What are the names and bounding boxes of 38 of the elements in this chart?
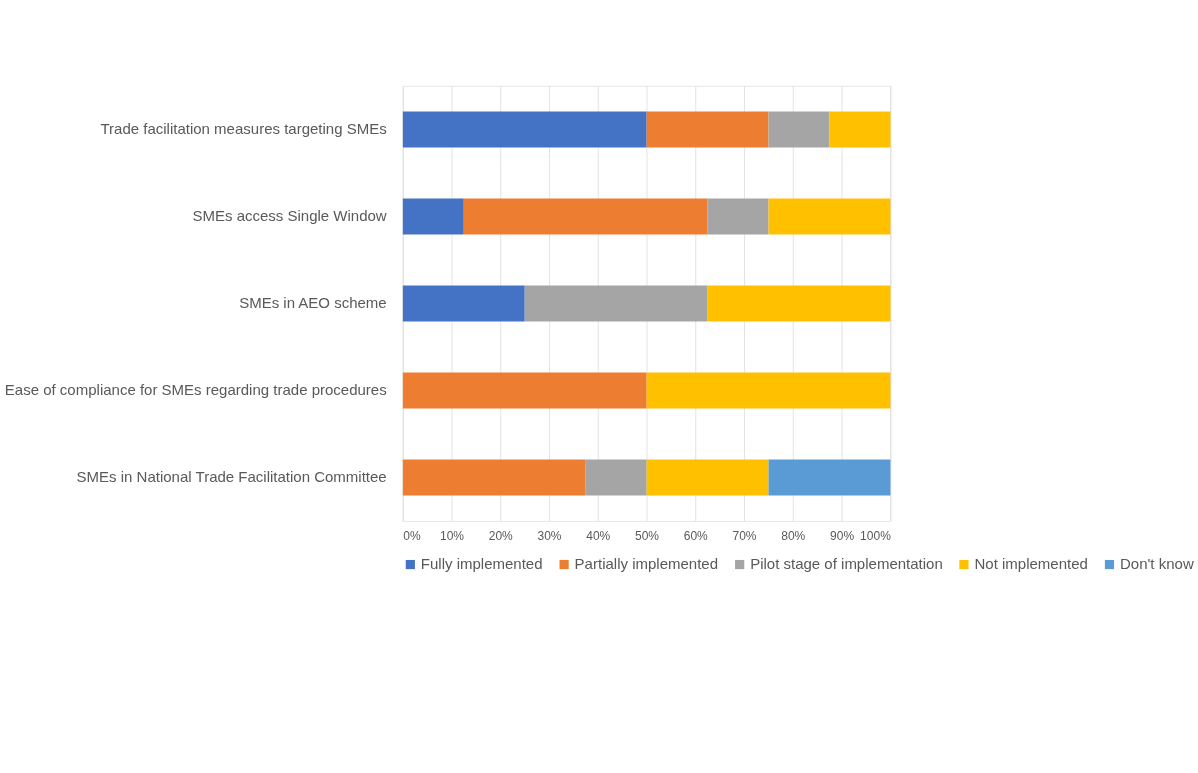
x-tick-label: 70% (732, 529, 757, 544)
y-tick-label: SMEs in National Trade Facilitation Committee (76, 468, 387, 486)
x-tick-label: 50% (634, 529, 660, 544)
bar (402, 459, 586, 496)
bar (402, 285, 525, 322)
bar (768, 111, 830, 148)
bar (402, 198, 464, 235)
legend-label: Don't know (1119, 555, 1194, 573)
x-tick-label: 10% (439, 529, 465, 544)
x-tick-label: 100% (860, 529, 892, 544)
bar (585, 459, 647, 496)
bar (646, 372, 891, 409)
bar (402, 111, 647, 148)
y-tick-label: SMEs access Single Window (192, 206, 387, 224)
y-tick-label: SMEs in AEO scheme (239, 294, 387, 311)
bar (768, 198, 891, 235)
x-tick-label: 40% (586, 529, 611, 544)
bar (768, 459, 891, 496)
y-tick-label: Trade facilitation measures targeting SMEs (100, 119, 387, 137)
bar (829, 111, 891, 148)
x-tick-label: 80% (781, 529, 806, 544)
x-tick-label: 30% (537, 529, 562, 544)
bar (524, 285, 708, 322)
x-tick-label: 60% (683, 529, 709, 544)
bar (463, 198, 708, 235)
legend-label: Pilot stage of implementation (750, 555, 943, 573)
bar (707, 198, 769, 235)
x-tick-label: 90% (830, 529, 855, 544)
x-tick-label: 0% (403, 529, 421, 544)
x-tick-label: 20% (488, 529, 514, 544)
bar (646, 111, 769, 148)
bar (646, 459, 769, 496)
bar (707, 285, 891, 322)
y-tick-label: Ease of compliance for SMEs regarding trade procedures (4, 381, 387, 399)
legend-label: Not implemented (974, 555, 1088, 573)
legend-label: Fully implemented (420, 555, 543, 573)
legend-label: Partially implemented (574, 555, 719, 573)
bar (402, 372, 647, 409)
